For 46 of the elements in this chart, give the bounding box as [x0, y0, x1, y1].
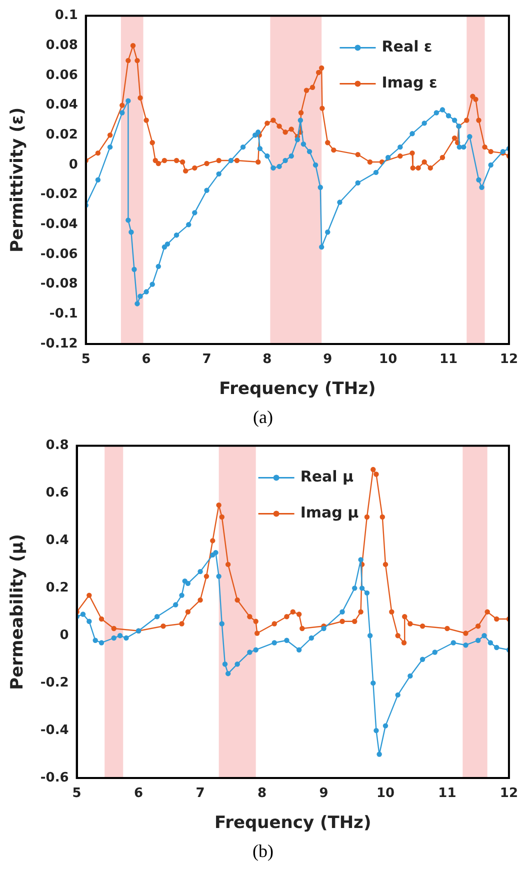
- y-tick-label: -0.02: [40, 187, 78, 202]
- x-tick-label: 9: [323, 352, 332, 368]
- y-tick-label: -0.6: [40, 770, 69, 786]
- y-tick-label: -0.4: [40, 722, 69, 738]
- y-tick-label: -0.06: [40, 246, 78, 262]
- x-tick-label: 11: [439, 352, 458, 368]
- x-tick-label: 6: [134, 786, 144, 802]
- y-tick-label: 0: [60, 628, 69, 644]
- y-tick-label: 0.08: [46, 38, 78, 54]
- x-tick-label: 7: [196, 786, 205, 802]
- y-tick-label: 0.02: [46, 128, 78, 143]
- y-tick-label: 0.4: [46, 533, 69, 548]
- y-tick-label: 0.6: [46, 486, 69, 501]
- y-axis-title: Permittivity (ε): [8, 107, 28, 252]
- x-axis-title: Frequency (THz): [219, 379, 376, 400]
- x-axis-title: Frequency (THz): [214, 813, 372, 834]
- y-axis-title: Permeability (μ): [8, 534, 28, 690]
- y-tick-label: 0.06: [46, 68, 78, 83]
- y-tick-label: 0: [68, 157, 78, 172]
- x-tick-label: 9: [319, 786, 328, 802]
- y-tick-label: 0.8: [46, 438, 69, 454]
- x-tick-label: 10: [376, 786, 395, 802]
- legend-label: Imag μ: [300, 504, 359, 522]
- x-tick-label: 8: [258, 786, 267, 802]
- text: (b): [252, 840, 274, 863]
- y-tick-label: -0.12: [40, 336, 78, 352]
- y-tick-label: -0.08: [40, 276, 78, 292]
- x-tick-label: 5: [72, 786, 82, 802]
- y-tick-label: 0.2: [46, 580, 69, 596]
- x-tick-label: 12: [500, 786, 518, 802]
- y-tick-label: -0.2: [40, 675, 69, 690]
- x-tick-label: 11: [438, 786, 456, 802]
- legend-label: Imag ε: [382, 74, 438, 92]
- x-tick-label: 5: [81, 352, 90, 368]
- legend-label: Real ε: [382, 38, 432, 56]
- text: (a): [252, 406, 274, 429]
- legend-label: Real μ: [300, 468, 354, 486]
- x-tick-label: 10: [379, 352, 398, 368]
- x-tick-label: 8: [262, 352, 272, 368]
- y-tick-label: -0.1: [49, 306, 78, 322]
- x-tick-label: 12: [500, 352, 518, 368]
- x-tick-label: 7: [202, 352, 212, 368]
- y-tick-label: 0.04: [46, 98, 78, 113]
- y-tick-label: -0.04: [40, 217, 78, 232]
- y-tick-label: 0.1: [54, 8, 78, 24]
- x-tick-label: 6: [142, 352, 151, 368]
